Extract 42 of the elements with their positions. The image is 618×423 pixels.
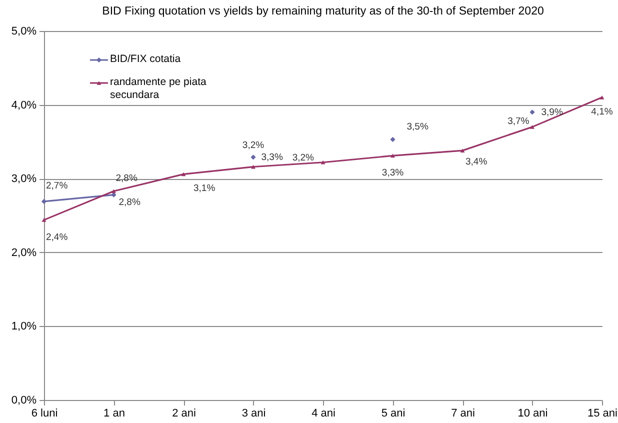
- data-label: 3,3%: [261, 152, 284, 164]
- x-tick-label: 5 ani: [381, 408, 406, 420]
- x-tick-label: 6 luni: [31, 408, 58, 420]
- y-tick-label: 2,0%: [11, 246, 37, 259]
- legend-label: randamente pe piata secundara: [110, 76, 206, 101]
- point: [112, 189, 116, 194]
- point: [42, 218, 46, 222]
- chart-title: BID Fixing quotation vs yields by remaining maturity as of the 30-th of September 2020: [102, 6, 544, 18]
- data-label: 3,5%: [406, 121, 429, 132]
- x-tick-label: 15 ani: [588, 408, 618, 420]
- x-tick-label: 2 ani: [172, 408, 196, 420]
- data-label: 2,8%: [118, 196, 141, 208]
- point: [320, 160, 326, 164]
- point: [250, 154, 256, 160]
- y-tick-label: 5,0%: [11, 26, 37, 38]
- data-label: 3,9%: [541, 107, 564, 118]
- data-label: 3,2%: [242, 140, 265, 151]
- data-label: 3,7%: [508, 116, 530, 127]
- x-tick-label: 7 ani: [451, 408, 475, 420]
- y-tick-label: 0,0%: [11, 394, 37, 406]
- point: [530, 110, 535, 115]
- data-label: 3,4%: [466, 156, 488, 168]
- y-tick-label: 3,0%: [11, 173, 37, 186]
- x-tick-label: 10 ani: [518, 408, 548, 420]
- y-tick-label: 1,0%: [11, 320, 37, 333]
- point: [460, 148, 465, 152]
- point: [530, 125, 534, 129]
- data-label: 3,2%: [292, 152, 315, 164]
- legend-label: BID/FIX cotatia: [110, 53, 181, 65]
- point: [600, 95, 604, 100]
- data-label: 4,1%: [591, 106, 614, 118]
- point: [181, 172, 186, 176]
- point: [390, 154, 395, 158]
- data-label: 2,4%: [46, 232, 68, 243]
- point: [390, 136, 396, 142]
- y-tick-label: 4,0%: [11, 99, 37, 112]
- x-tick-label: 4 ani: [312, 408, 336, 420]
- data-label: 3,1%: [194, 183, 216, 194]
- data-label: 2,7%: [46, 180, 68, 192]
- x-tick-label: 1 an: [104, 408, 125, 420]
- data-label: 3,3%: [382, 168, 404, 179]
- x-tick-label: 3 ani: [242, 408, 266, 420]
